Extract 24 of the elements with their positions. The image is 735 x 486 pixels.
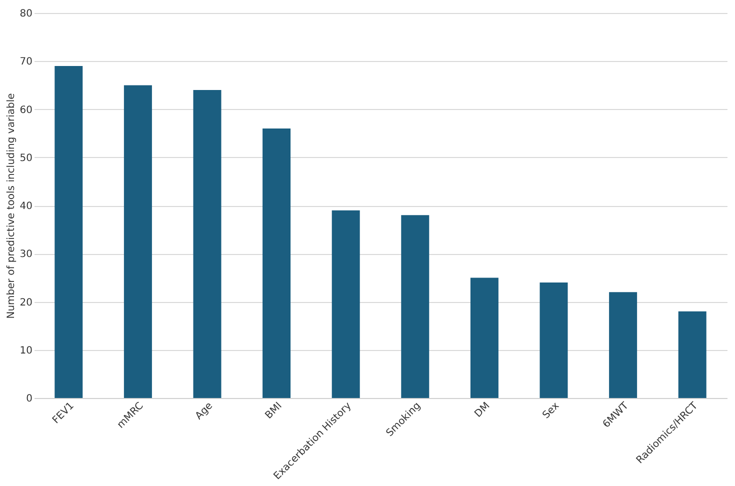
y-tick-label: 0 (26, 394, 32, 404)
bar (678, 311, 706, 398)
bar (124, 85, 152, 398)
y-tick-label: 80 (20, 8, 32, 20)
bar (262, 128, 291, 398)
bar (401, 215, 430, 398)
bar (193, 90, 222, 398)
x-tick-label: Age (194, 400, 216, 422)
bar (470, 278, 498, 398)
y-tick-label: 70 (20, 56, 32, 68)
bar (609, 292, 638, 398)
y-tick-label: 60 (20, 104, 32, 116)
x-tick-label: DM (472, 400, 492, 420)
y-tick-label: 10 (20, 345, 32, 356)
y-tick-label: 20 (20, 297, 32, 308)
y-axis-title: Number of predictive tools including variable (6, 93, 17, 319)
bar (332, 210, 360, 398)
y-tick-label: 50 (20, 152, 32, 164)
y-tick-label: 30 (20, 249, 32, 260)
bar (540, 282, 568, 398)
y-tick-label: 40 (20, 201, 32, 212)
x-tick-label: Sex (540, 400, 562, 422)
bar (54, 66, 83, 398)
x-tick-label: BMI (264, 400, 284, 422)
